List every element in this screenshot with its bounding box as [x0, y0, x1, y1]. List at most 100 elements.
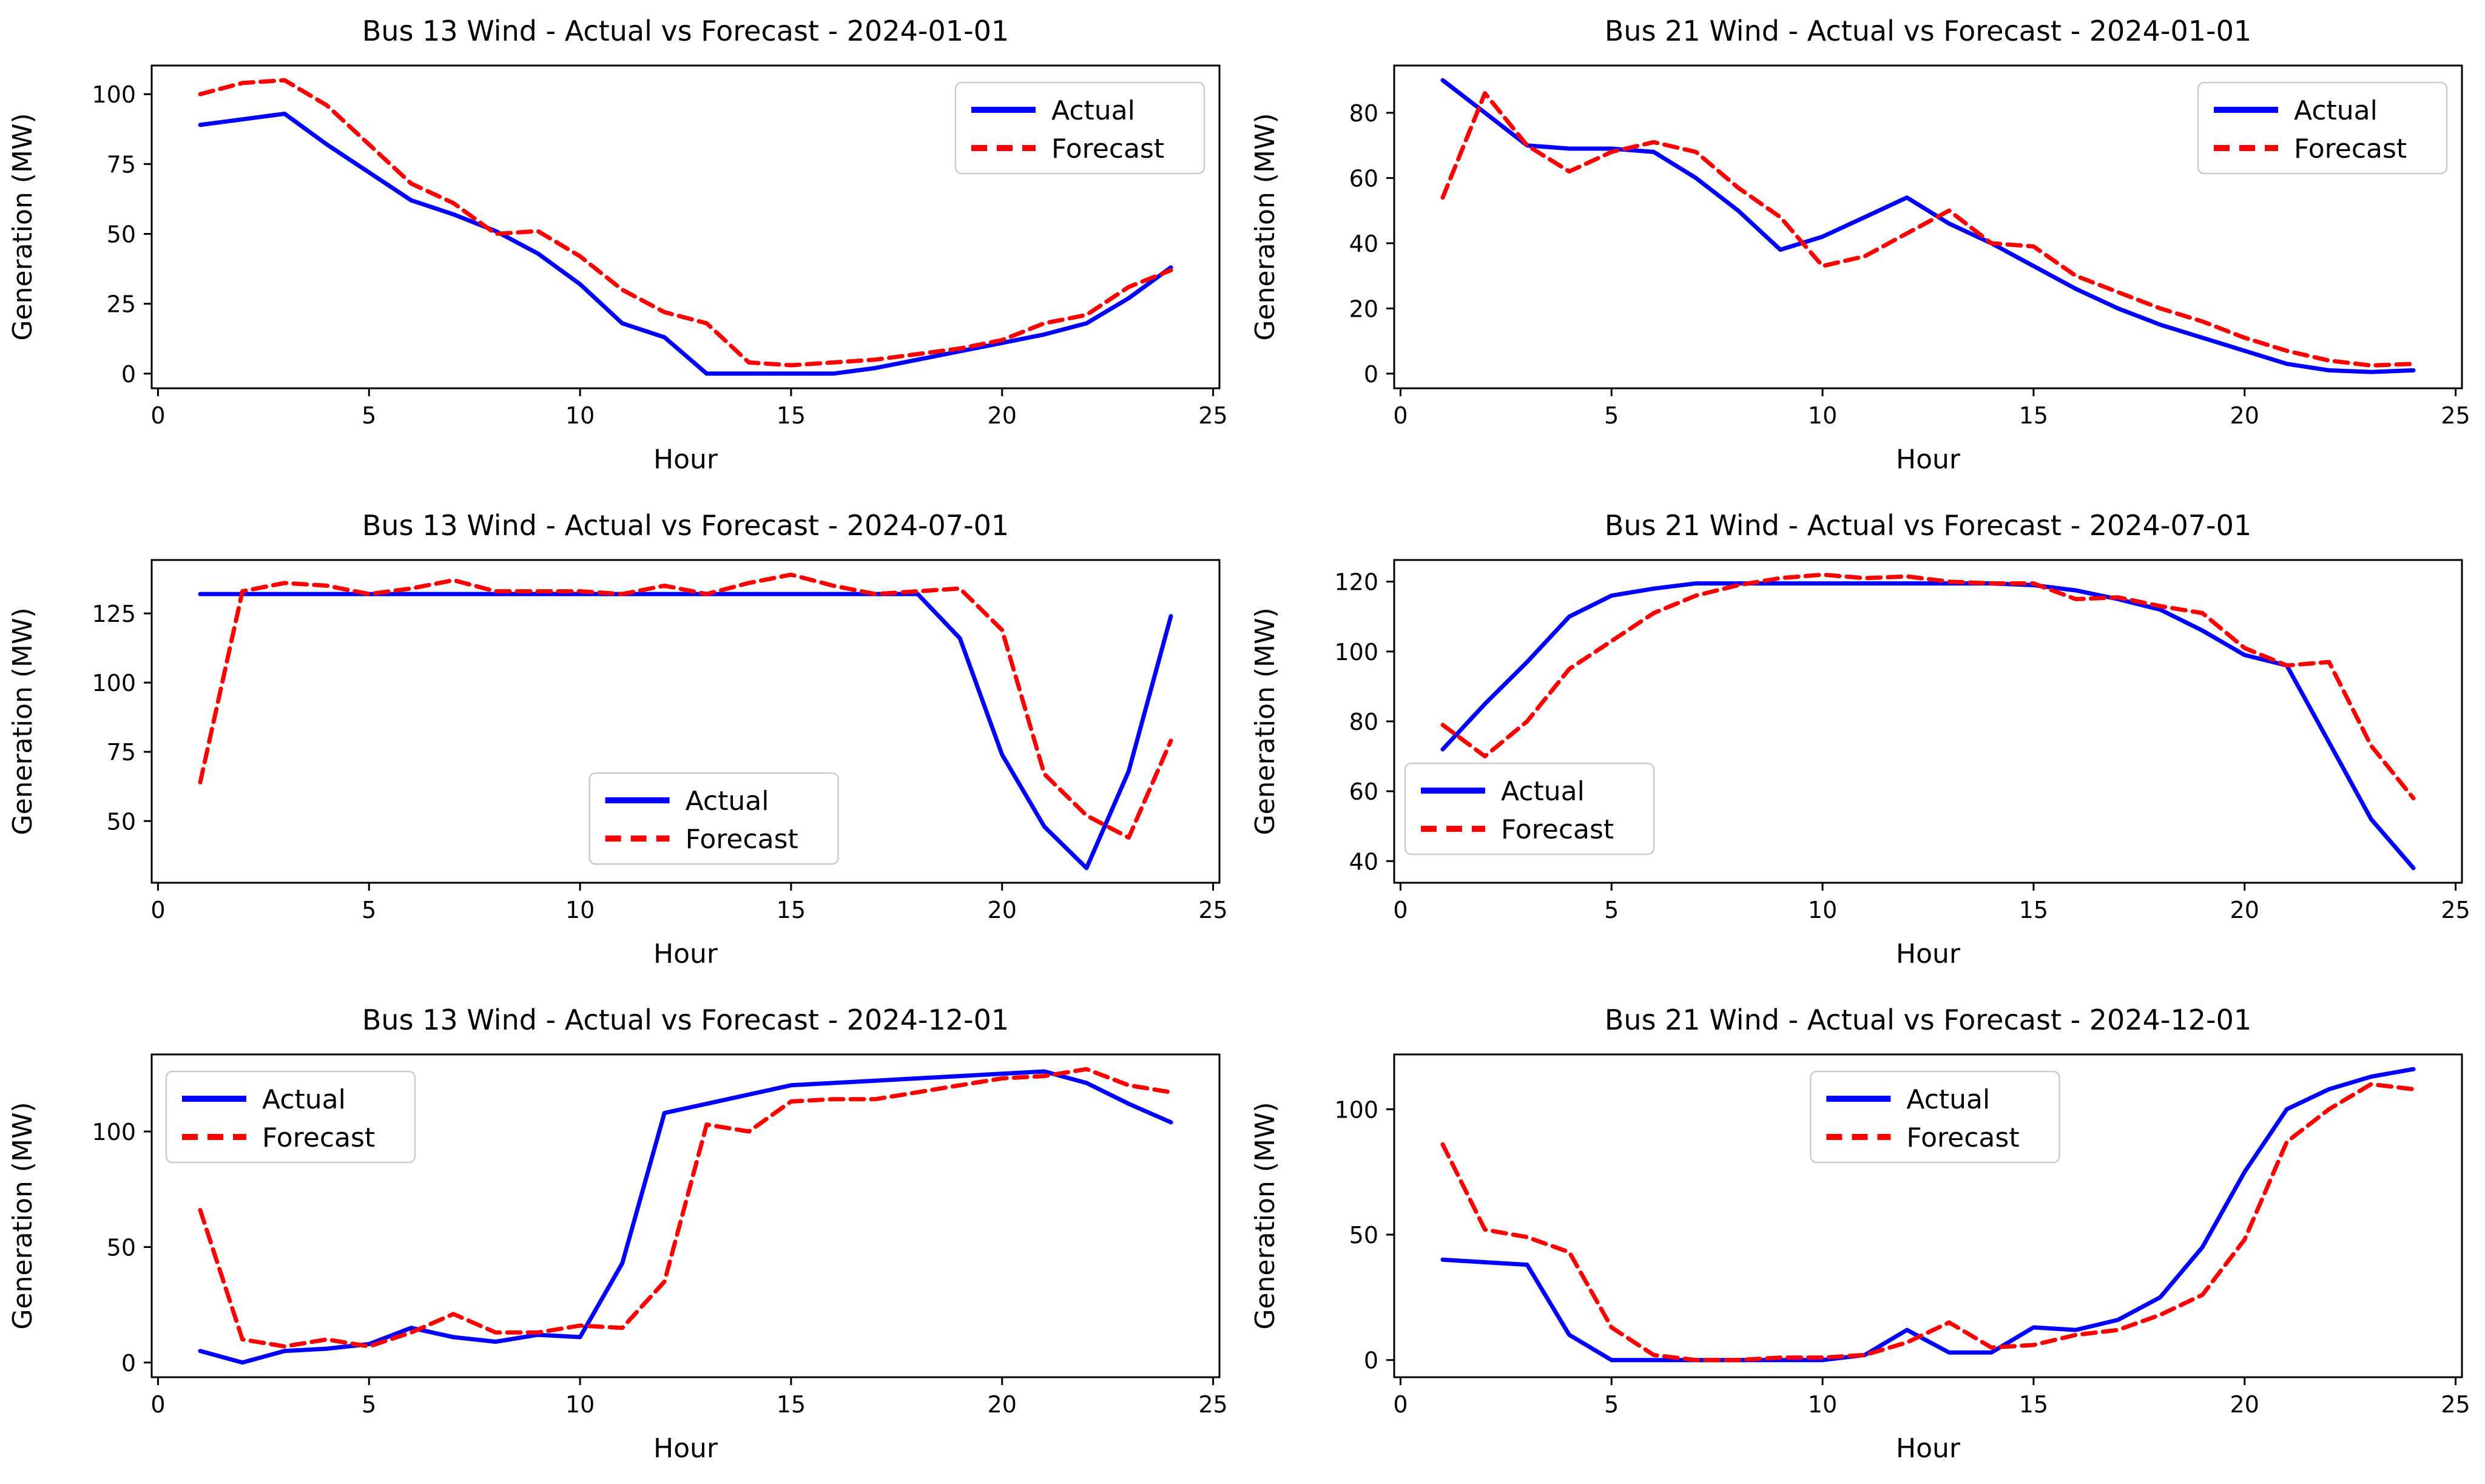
legend-actual-label: Actual [1051, 95, 1135, 126]
x-tick-label: 5 [1604, 897, 1619, 923]
legend-box [588, 772, 839, 865]
y-tick-label: 80 [1349, 100, 1378, 127]
x-tick-label: 20 [988, 897, 1017, 923]
x-tick-label: 15 [2019, 1391, 2048, 1418]
y-tick-label: 75 [107, 739, 136, 766]
forecast-line [198, 572, 1173, 840]
axes-frame [150, 1053, 1221, 1378]
x-axis: 0 5 10 15 20 25 Hour [1393, 388, 2470, 475]
x-tick-label: 0 [150, 402, 165, 429]
y-tick-label: 100 [92, 1119, 136, 1145]
actual-line [1440, 581, 2416, 871]
legend-forecast-label: Forecast [1051, 133, 1164, 164]
x-tick-label: 10 [1808, 402, 1837, 429]
chart-title: Bus 21 Wind - Actual vs Forecast - 2024-… [1604, 509, 2252, 542]
x-tick-label: 15 [2019, 402, 2048, 429]
x-axis-label: Hour [1896, 939, 1961, 970]
legend: Actual Forecast [165, 1070, 416, 1164]
y-axis: 50 75 100 125 Generation (MW) [7, 601, 152, 835]
y-tick-label: 40 [1349, 231, 1378, 257]
legend: Actual Forecast [954, 81, 1205, 175]
y-axis-label: Generation (MW) [7, 113, 38, 340]
chart-plot: 0 5 10 15 20 25 Hour 0 20 40 60 80 Generation (MW) Ac… [1250, 64, 2470, 475]
subplot-bus21-2024-12-01: Bus 21 Wind - Actual vs Forecast - 2024-… [1242, 989, 2485, 1483]
forecast-line [1440, 91, 2416, 368]
y-axis: 0 25 50 75 100 Generation (MW) [7, 81, 152, 388]
y-tick-label: 60 [1349, 165, 1378, 192]
y-tick-label: 25 [107, 291, 136, 318]
x-axis: 0 5 10 15 20 25 Hour [150, 883, 1228, 970]
legend: Actual Forecast [2197, 81, 2448, 175]
y-tick-label: 100 [1334, 639, 1378, 666]
x-tick-label: 15 [777, 897, 806, 923]
legend-actual-label: Actual [262, 1084, 346, 1115]
y-axis: 0 20 40 60 80 Generation (MW) [1250, 100, 1394, 388]
x-tick-label: 20 [988, 1391, 1017, 1418]
axes-frame [1393, 64, 2463, 390]
legend-actual-label: Actual [1906, 1084, 1990, 1115]
legend-forecast-label: Forecast [262, 1122, 375, 1153]
actual-line [198, 112, 1173, 376]
x-tick-label: 25 [2441, 1391, 2470, 1418]
x-tick-label: 10 [1808, 1391, 1837, 1418]
x-tick-label: 20 [2230, 897, 2259, 923]
x-axis: 0 5 10 15 20 25 Hour [150, 1377, 1228, 1464]
x-axis-label: Hour [1896, 1433, 1961, 1464]
y-tick-label: 20 [1349, 295, 1378, 322]
axes-frame [150, 559, 1221, 884]
x-axis-label: Hour [653, 444, 718, 475]
x-tick-label: 10 [565, 402, 595, 429]
legend-actual-label: Actual [1501, 776, 1585, 807]
y-tick-label: 125 [92, 601, 136, 627]
x-tick-label: 5 [1604, 1391, 1619, 1418]
x-tick-label: 0 [1393, 897, 1408, 923]
chart-plot: 0 5 10 15 20 25 Hour 0 50 100 Generation (MW) Actua… [1250, 1053, 2470, 1464]
subplot-bus13-2024-07-01: Bus 13 Wind - Actual vs Forecast - 2024-… [0, 494, 1242, 989]
legend: Actual Forecast [1810, 1070, 2060, 1164]
y-axis-label: Generation (MW) [7, 607, 38, 835]
legend-forecast-label: Forecast [686, 824, 798, 855]
legend: Actual Forecast [1404, 762, 1655, 855]
x-tick-label: 5 [362, 1391, 376, 1418]
chart-plot: 0 5 10 15 20 25 Hour 0 50 100 Generation (MW) Actua… [7, 1053, 1228, 1464]
x-tick-label: 25 [2441, 897, 2470, 923]
y-tick-label: 60 [1349, 778, 1378, 805]
subplot-bus21-2024-01-01: Bus 21 Wind - Actual vs Forecast - 2024-… [1242, 0, 2485, 494]
x-tick-label: 25 [1198, 402, 1227, 429]
chart-title: Bus 13 Wind - Actual vs Forecast - 2024-… [362, 509, 1010, 542]
y-tick-label: 100 [92, 670, 136, 696]
forecast-line [198, 1067, 1173, 1349]
chart-title: Bus 13 Wind - Actual vs Forecast - 2024-… [362, 15, 1010, 47]
forecast-line [1440, 1082, 2416, 1363]
x-tick-label: 5 [1604, 402, 1619, 429]
y-tick-label: 120 [1334, 569, 1378, 596]
subplot-bus13-2024-01-01: Bus 13 Wind - Actual vs Forecast - 2024-… [0, 0, 1242, 494]
subplot-bus13-2024-12-01: Bus 13 Wind - Actual vs Forecast - 2024-… [0, 989, 1242, 1483]
y-tick-label: 100 [92, 81, 136, 108]
y-axis-label: Generation (MW) [1250, 607, 1281, 835]
y-axis-label: Generation (MW) [1250, 1102, 1281, 1329]
x-axis: 0 5 10 15 20 25 Hour [150, 388, 1228, 475]
x-tick-label: 0 [150, 897, 165, 923]
x-tick-label: 0 [150, 1391, 165, 1418]
y-tick-label: 50 [1349, 1222, 1378, 1249]
actual-line [1440, 1067, 2416, 1363]
y-tick-label: 75 [107, 151, 136, 178]
x-tick-label: 10 [1808, 897, 1837, 923]
legend-box [2197, 81, 2448, 175]
y-axis: 0 50 100 Generation (MW) [1250, 1096, 1394, 1374]
legend-forecast-label: Forecast [1906, 1122, 2019, 1153]
legend-box [165, 1070, 416, 1164]
axes-frame [150, 64, 1221, 390]
y-axis-label: Generation (MW) [7, 1102, 38, 1329]
x-axis-label: Hour [653, 1433, 718, 1464]
subplot-bus21-2024-07-01: Bus 21 Wind - Actual vs Forecast - 2024-… [1242, 494, 2485, 989]
x-tick-label: 25 [1198, 1391, 1227, 1418]
x-tick-label: 0 [1393, 402, 1408, 429]
x-tick-label: 0 [1393, 1391, 1408, 1418]
x-axis: 0 5 10 15 20 25 Hour [1393, 1377, 2470, 1464]
y-tick-label: 0 [121, 361, 136, 388]
x-tick-label: 20 [2230, 402, 2259, 429]
chart-plot: 0 5 10 15 20 25 Hour 0 25 50 75 100 Generation (MW) A… [7, 64, 1228, 475]
legend-forecast-label: Forecast [2294, 133, 2407, 164]
